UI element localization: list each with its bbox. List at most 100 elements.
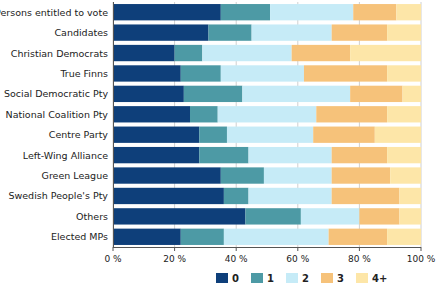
bar-segment xyxy=(113,167,221,183)
bar-segment xyxy=(387,147,421,163)
tick-label: 0 % xyxy=(104,254,122,264)
legend-swatch xyxy=(216,273,228,283)
legend-label: 1 xyxy=(267,273,274,284)
bar-segment xyxy=(245,208,300,224)
x-axis xyxy=(113,247,421,248)
category-label: Candidates xyxy=(54,27,108,38)
tick-mark xyxy=(297,247,298,251)
bar-segment xyxy=(359,208,399,224)
legend-label: 0 xyxy=(232,273,239,284)
bar-segment xyxy=(208,24,251,40)
bar-segment xyxy=(350,45,421,61)
chart-svg: 0 % 20 % 40 % 60 % 80 % 100 % Persons entitled… xyxy=(0,0,436,287)
legend: 0 1 2 3 4+ xyxy=(216,273,387,284)
bar-segment xyxy=(218,106,317,122)
chart-container: 0 % 20 % 40 % 60 % 80 % 100 % Persons entitled… xyxy=(0,0,436,287)
bar-segment xyxy=(332,24,387,40)
legend-swatch xyxy=(356,273,368,283)
bar-segment xyxy=(113,65,181,81)
bar-segment xyxy=(292,45,351,61)
category-label: Swedish People's Pty xyxy=(8,190,108,201)
bar-segment xyxy=(113,86,184,102)
category-label: National Coalition Pty xyxy=(6,109,109,120)
bar-segment xyxy=(387,65,421,81)
bar-segment xyxy=(270,4,353,20)
bar-segment xyxy=(184,86,243,102)
bar-segment xyxy=(199,127,227,143)
bar-segment xyxy=(329,229,388,245)
bar-segment xyxy=(304,65,387,81)
bar-segment xyxy=(387,24,421,40)
bar-segment xyxy=(396,4,421,20)
category-label: Christian Democrats xyxy=(11,48,108,59)
bars xyxy=(113,4,421,245)
bar-segment xyxy=(353,4,396,20)
legend-label: 4+ xyxy=(372,273,387,284)
category-label: Left-Wing Alliance xyxy=(23,150,108,161)
legend-label: 3 xyxy=(337,273,344,284)
bar-segment xyxy=(313,127,375,143)
bar-segment xyxy=(242,86,350,102)
tick-mark xyxy=(421,247,422,251)
bar-segment xyxy=(113,147,199,163)
tick-label: 100 % xyxy=(407,254,436,264)
bar-segment xyxy=(181,65,221,81)
bar-segment xyxy=(113,45,175,61)
bar-segment xyxy=(390,167,421,183)
bar-segment xyxy=(113,188,224,204)
legend-swatch xyxy=(321,273,333,283)
bar-segment xyxy=(387,229,421,245)
tick-mark xyxy=(236,247,237,251)
legend-swatch xyxy=(286,273,298,283)
bar-segment xyxy=(224,229,329,245)
category-label: Centre Party xyxy=(49,129,109,140)
tick-mark xyxy=(174,247,175,251)
bar-segment xyxy=(190,106,218,122)
tick-label: 80 % xyxy=(348,254,371,264)
bar-segment xyxy=(113,208,245,224)
tick-label: 60 % xyxy=(286,254,309,264)
bar-segment xyxy=(350,86,402,102)
tick-mark xyxy=(113,247,114,251)
tick-label: 20 % xyxy=(163,254,186,264)
category-label: Social Democratic Pty xyxy=(4,88,108,99)
bar-segment xyxy=(387,106,421,122)
bar-segment xyxy=(113,127,199,143)
category-label: Others xyxy=(76,211,108,222)
bar-segment xyxy=(301,208,360,224)
bar-segment xyxy=(332,167,391,183)
category-label: Persons entitled to vote xyxy=(0,7,108,18)
legend-swatch xyxy=(251,273,263,283)
bar-segment xyxy=(249,188,332,204)
bar-segment xyxy=(403,86,421,102)
bar-segment xyxy=(221,167,264,183)
bar-segment xyxy=(199,147,248,163)
bar-segment xyxy=(252,24,332,40)
bar-segment xyxy=(221,65,304,81)
bar-segment xyxy=(375,127,421,143)
bar-segment xyxy=(113,4,221,20)
bar-segment xyxy=(227,127,313,143)
bar-segment xyxy=(181,229,224,245)
bar-segment xyxy=(113,106,190,122)
bar-segment xyxy=(399,208,421,224)
y-axis xyxy=(113,2,114,247)
category-label: Elected MPs xyxy=(51,231,108,242)
bar-segment xyxy=(264,167,332,183)
bar-segment xyxy=(332,188,400,204)
category-label: Green League xyxy=(42,170,109,181)
legend-label: 2 xyxy=(302,273,309,284)
bar-segment xyxy=(249,147,332,163)
bar-segment xyxy=(224,188,249,204)
category-label: True Finns xyxy=(59,68,108,79)
bar-segment xyxy=(316,106,387,122)
bar-segment xyxy=(113,229,181,245)
bar-segment xyxy=(202,45,291,61)
bar-segment xyxy=(175,45,203,61)
grid-line xyxy=(113,2,114,247)
tick-label: 40 % xyxy=(225,254,248,264)
bar-segment xyxy=(332,147,387,163)
bar-segment xyxy=(399,188,421,204)
bar-segment xyxy=(221,4,270,20)
tick-mark xyxy=(359,247,360,251)
